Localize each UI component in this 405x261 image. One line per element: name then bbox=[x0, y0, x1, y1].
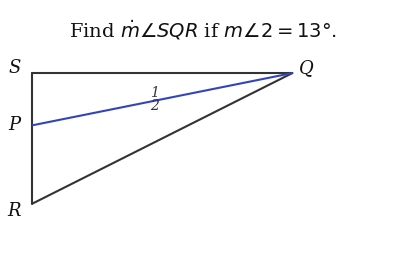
Text: 2: 2 bbox=[149, 99, 158, 113]
Text: R: R bbox=[7, 203, 21, 220]
Text: Find $\mathit{\dot{m}}\angle \mathit{SQR}$ if $m\angle 2 = 13°.$: Find $\mathit{\dot{m}}\angle \mathit{SQR… bbox=[69, 18, 336, 42]
Text: P: P bbox=[8, 116, 20, 134]
Text: Q: Q bbox=[298, 59, 313, 77]
Text: S: S bbox=[8, 59, 20, 77]
Text: 1: 1 bbox=[149, 86, 158, 100]
